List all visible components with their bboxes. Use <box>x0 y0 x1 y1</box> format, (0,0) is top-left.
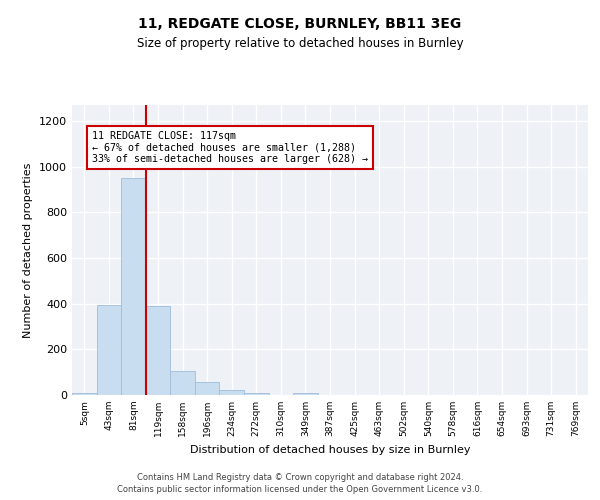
Bar <box>72 392 97 395</box>
Bar <box>244 392 269 395</box>
Bar <box>195 382 220 395</box>
X-axis label: Distribution of detached houses by size in Burnley: Distribution of detached houses by size … <box>190 444 470 454</box>
Text: Contains HM Land Registry data © Crown copyright and database right 2024.: Contains HM Land Registry data © Crown c… <box>137 472 463 482</box>
Text: 11, REDGATE CLOSE, BURNLEY, BB11 3EG: 11, REDGATE CLOSE, BURNLEY, BB11 3EG <box>139 18 461 32</box>
Bar <box>146 306 170 395</box>
Bar <box>170 371 195 395</box>
Bar <box>97 305 121 395</box>
Text: Contains public sector information licensed under the Open Government Licence v3: Contains public sector information licen… <box>118 485 482 494</box>
Bar <box>121 178 146 395</box>
Text: 11 REDGATE CLOSE: 117sqm
← 67% of detached houses are smaller (1,288)
33% of sem: 11 REDGATE CLOSE: 117sqm ← 67% of detach… <box>92 132 368 164</box>
Bar <box>220 390 244 395</box>
Y-axis label: Number of detached properties: Number of detached properties <box>23 162 34 338</box>
Bar <box>293 392 318 395</box>
Text: Size of property relative to detached houses in Burnley: Size of property relative to detached ho… <box>137 38 463 51</box>
